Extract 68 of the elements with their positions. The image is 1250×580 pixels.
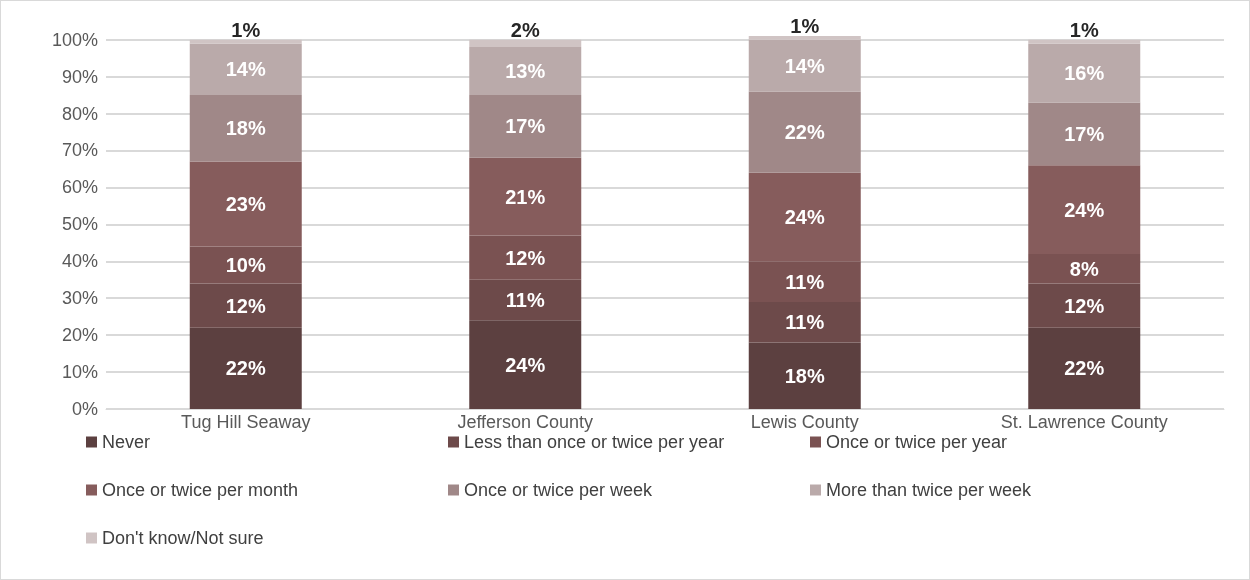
bar [469, 320, 582, 409]
bar [469, 47, 582, 96]
data-label: 8% [1069, 257, 1099, 280]
legend-label: Once or twice per week [464, 480, 654, 500]
bar [748, 342, 861, 409]
data-label: 14% [784, 54, 825, 77]
bar [1028, 102, 1141, 166]
y-tick-label: 100% [51, 29, 98, 50]
data-label: 11% [505, 289, 545, 312]
x-tick-label: Jefferson County [457, 412, 594, 432]
data-label: 22% [225, 357, 266, 380]
data-label: 1% [231, 18, 261, 41]
data-label: 18% [225, 117, 266, 140]
y-tick-label: 70% [61, 140, 98, 161]
legend-label: Less than once or twice per year [464, 432, 725, 452]
data-label: 14% [225, 58, 266, 81]
bar [189, 283, 302, 328]
data-label: 21% [505, 185, 546, 208]
data-label: 24% [505, 353, 546, 376]
data-label: 16% [1064, 61, 1105, 84]
data-label: 23% [225, 193, 266, 216]
legend-label: Once or twice per month [102, 480, 299, 500]
y-tick-label: 60% [61, 177, 98, 198]
x-tick-label: Tug Hill Seaway [181, 412, 311, 432]
legend-label: Once or twice per year [826, 432, 1008, 452]
y-tick-label: 30% [61, 288, 98, 309]
data-label: 12% [225, 294, 266, 317]
data-label: 24% [1064, 198, 1105, 221]
legend-label: More than twice per week [826, 480, 1033, 500]
y-tick-label: 50% [61, 214, 98, 235]
y-tick-label: 90% [61, 66, 98, 87]
bar [469, 39, 582, 48]
bar [469, 95, 582, 158]
bar [1028, 327, 1141, 409]
y-tick-label: 20% [61, 325, 98, 346]
data-label: 2% [510, 18, 540, 41]
data-label: 10% [225, 253, 266, 276]
legend-label: Don't know/Not sure [102, 528, 264, 548]
data-label: 11% [785, 270, 825, 293]
data-label: 18% [784, 364, 825, 387]
bar [1028, 283, 1141, 328]
data-label: 1% [1069, 18, 1099, 41]
data-label: 12% [505, 246, 546, 269]
y-tick-label: 10% [61, 362, 98, 383]
y-tick-label: 0% [71, 399, 98, 419]
data-label: 22% [1064, 357, 1105, 380]
x-tick-label: St. Lawrence County [1000, 412, 1168, 432]
data-label: 12% [1064, 294, 1105, 317]
bar [1028, 43, 1141, 103]
data-label: 24% [784, 205, 825, 228]
data-label: 13% [505, 60, 546, 83]
bar [469, 279, 582, 321]
bar [189, 95, 302, 162]
bar [189, 327, 302, 409]
bar [748, 39, 861, 92]
data-label: 17% [1064, 122, 1105, 145]
data-label: 17% [505, 115, 546, 138]
legend-label: Never [102, 432, 151, 452]
bar [748, 91, 861, 173]
data-label: 22% [784, 121, 825, 144]
bar [189, 43, 302, 96]
y-tick-label: 80% [61, 103, 98, 124]
y-tick-label: 40% [61, 251, 98, 272]
data-label: 11% [785, 311, 825, 334]
bar [748, 301, 861, 343]
bar [748, 36, 861, 40]
data-label: 1% [790, 15, 820, 37]
x-tick-label: Lewis County [750, 412, 859, 432]
